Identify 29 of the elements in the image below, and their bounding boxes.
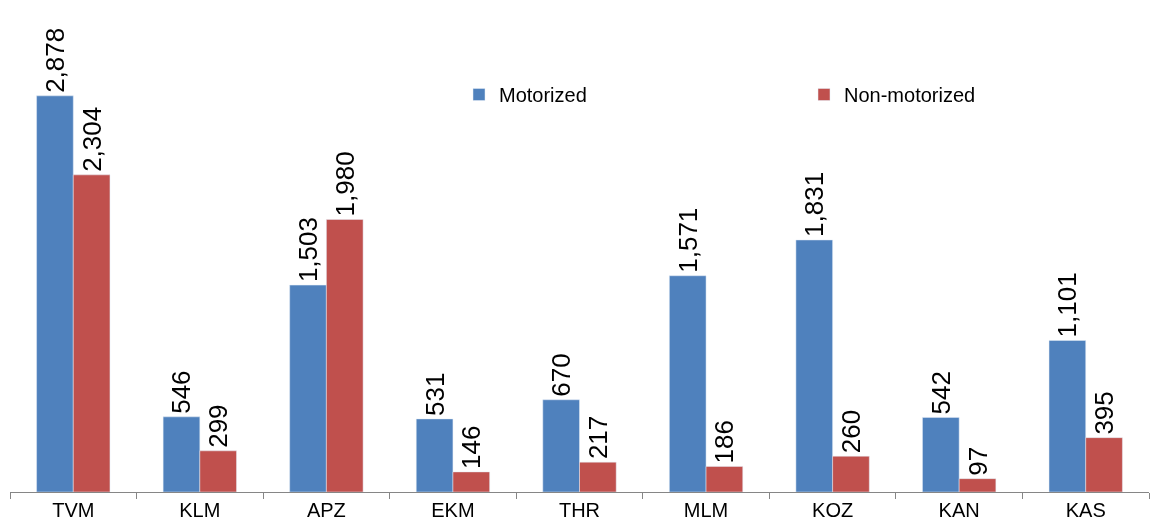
data-label: 531	[419, 372, 450, 416]
data-label: 546	[166, 370, 197, 414]
data-label: 1,571	[672, 207, 703, 273]
data-label: 2,304	[76, 106, 107, 172]
data-label: 217	[582, 415, 613, 460]
x-tick-label: TVM	[52, 499, 95, 521]
x-tick-label: MLM	[683, 499, 729, 521]
x-tick-label: KLM	[179, 499, 221, 521]
legend-label: Motorized	[499, 84, 587, 107]
data-label: 1,831	[799, 171, 830, 237]
data-label: 146	[456, 425, 487, 469]
data-label: 542	[925, 371, 956, 415]
data-label: 395	[1089, 391, 1120, 435]
x-tick-label: APZ	[306, 499, 346, 521]
x-tick-label: KAN	[938, 499, 980, 521]
data-label: 2,878	[39, 27, 70, 93]
data-label: 1,101	[1052, 272, 1083, 338]
data-label: 299	[203, 404, 234, 448]
legend-label: Non-motorized	[844, 84, 976, 107]
x-tick-label: KAS	[1065, 499, 1106, 521]
x-tick-label: THR	[558, 499, 601, 521]
x-tick-label: EKM	[431, 499, 475, 521]
data-label: 186	[709, 420, 740, 464]
data-label: 260	[835, 409, 866, 454]
x-tick-label: KOZ	[812, 499, 854, 521]
data-label: 670	[546, 353, 577, 397]
data-label: 97	[962, 446, 993, 476]
data-label: 1,980	[329, 151, 360, 217]
data-label: 1,503	[293, 217, 324, 283]
